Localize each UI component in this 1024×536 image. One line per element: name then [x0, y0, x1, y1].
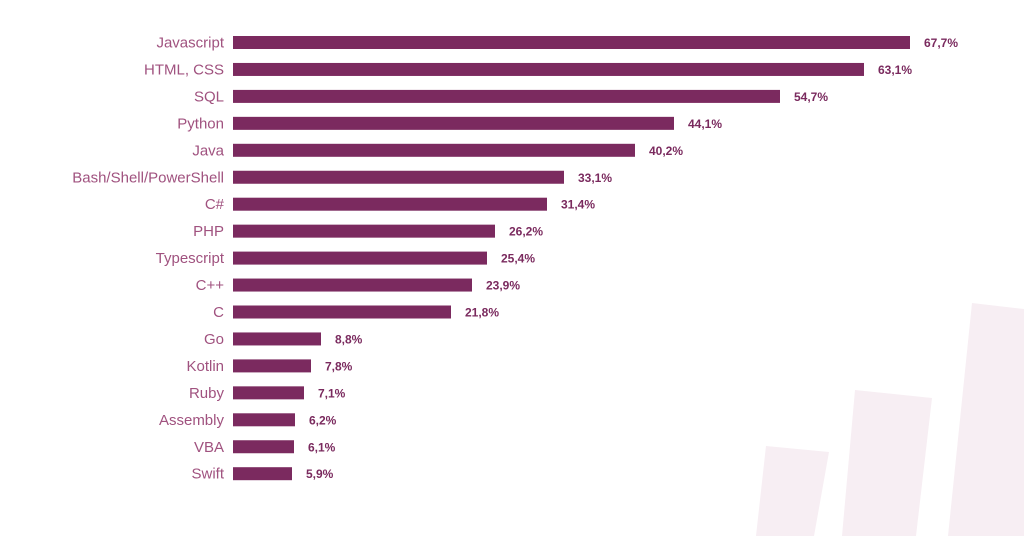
category-label-13: Ruby	[189, 385, 225, 402]
decor-bar-2	[842, 390, 932, 536]
bar-13	[233, 386, 304, 400]
bar-2	[233, 89, 780, 103]
value-label-1: 63,1%	[878, 63, 912, 77]
value-label-2: 54,7%	[794, 90, 828, 104]
bar-8	[233, 251, 487, 265]
bar-10	[233, 305, 451, 319]
bar-7	[233, 224, 495, 238]
value-label-16: 5,9%	[306, 467, 334, 481]
category-label-7: PHP	[193, 223, 224, 240]
bar-5	[233, 170, 564, 184]
value-label-10: 21,8%	[465, 306, 499, 320]
category-label-9: C++	[196, 277, 225, 294]
value-label-13: 7,1%	[318, 386, 346, 400]
category-label-10: C	[213, 304, 224, 321]
category-label-12: Kotlin	[186, 358, 224, 375]
decorative-background-bars	[756, 303, 1024, 536]
category-label-15: VBA	[194, 439, 224, 456]
value-label-6: 31,4%	[561, 198, 595, 212]
bar-3	[233, 116, 674, 130]
category-label-3: Python	[177, 115, 224, 132]
value-label-8: 25,4%	[501, 252, 535, 266]
value-label-9: 23,9%	[486, 279, 520, 293]
bar-16	[233, 467, 292, 481]
bar-0	[233, 36, 910, 49]
value-label-5: 33,1%	[578, 171, 612, 185]
value-label-7: 26,2%	[509, 225, 543, 239]
category-label-11: Go	[204, 331, 224, 348]
bar-14	[233, 413, 295, 427]
bar-11	[233, 332, 321, 346]
value-labels-group: 67,7% 63,1% 54,7% 44,1% 40,2% 33,1% 31,4% 26,2%…	[306, 36, 958, 481]
bar-4	[233, 143, 635, 157]
bar-12	[233, 359, 311, 373]
category-label-6: C#	[205, 196, 225, 213]
bar-15	[233, 440, 294, 454]
category-label-1: HTML, CSS	[144, 61, 224, 78]
value-label-12: 7,8%	[325, 359, 353, 373]
category-label-0: Javascript	[156, 35, 224, 52]
value-label-11: 8,8%	[335, 332, 363, 346]
category-label-8: Typescript	[156, 250, 225, 267]
decor-bar-3	[948, 303, 1024, 536]
value-label-0: 67,7%	[924, 36, 958, 50]
value-label-4: 40,2%	[649, 144, 683, 158]
bars-group	[233, 36, 910, 481]
category-label-14: Assembly	[159, 412, 225, 429]
category-label-16: Swift	[191, 466, 224, 483]
bar-6	[233, 197, 547, 211]
category-label-2: SQL	[194, 88, 224, 105]
decor-bar-1	[756, 446, 829, 536]
value-label-14: 6,2%	[309, 413, 337, 427]
bar-9	[233, 278, 472, 292]
bar-1	[233, 62, 864, 76]
value-label-15: 6,1%	[308, 440, 336, 454]
category-labels-group: Javascript HTML, CSS SQL Python Java Bash/She…	[72, 35, 225, 483]
value-label-3: 44,1%	[688, 117, 722, 131]
category-label-5: Bash/Shell/PowerShell	[72, 169, 224, 186]
category-label-4: Java	[192, 142, 224, 159]
